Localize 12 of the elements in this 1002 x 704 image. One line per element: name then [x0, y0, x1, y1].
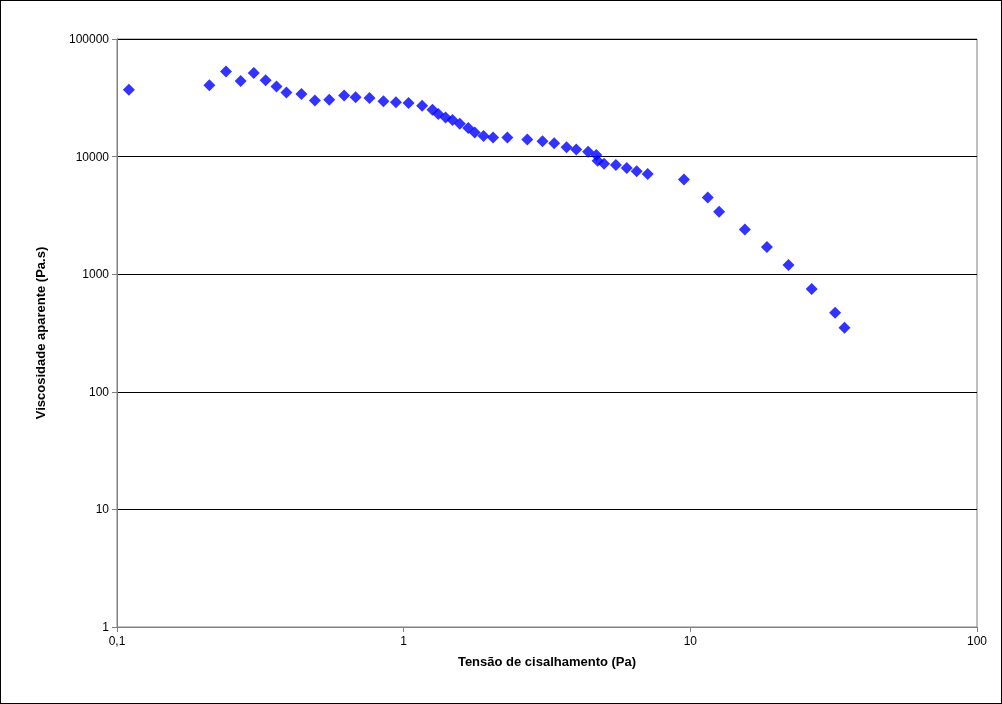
x-tick-label: 100	[966, 634, 988, 648]
x-tick-label: 10	[683, 634, 698, 648]
x-tick-label: 1	[400, 634, 408, 648]
y-tick-label: 1000	[82, 267, 110, 282]
y-tick-label: 1	[102, 620, 110, 634]
y-axis-title: Viscosidade aparente (Pa.s)	[33, 246, 48, 420]
y-tick-label: 10000	[75, 149, 110, 164]
y-tick-label: 10	[95, 502, 110, 517]
x-tick-label: 0,1	[108, 634, 126, 648]
y-tick-label: 100	[88, 384, 110, 399]
x-axis-title: Tensão de cisalhamento (Pa)	[457, 654, 637, 669]
y-tick-label: 100000	[68, 32, 110, 46]
